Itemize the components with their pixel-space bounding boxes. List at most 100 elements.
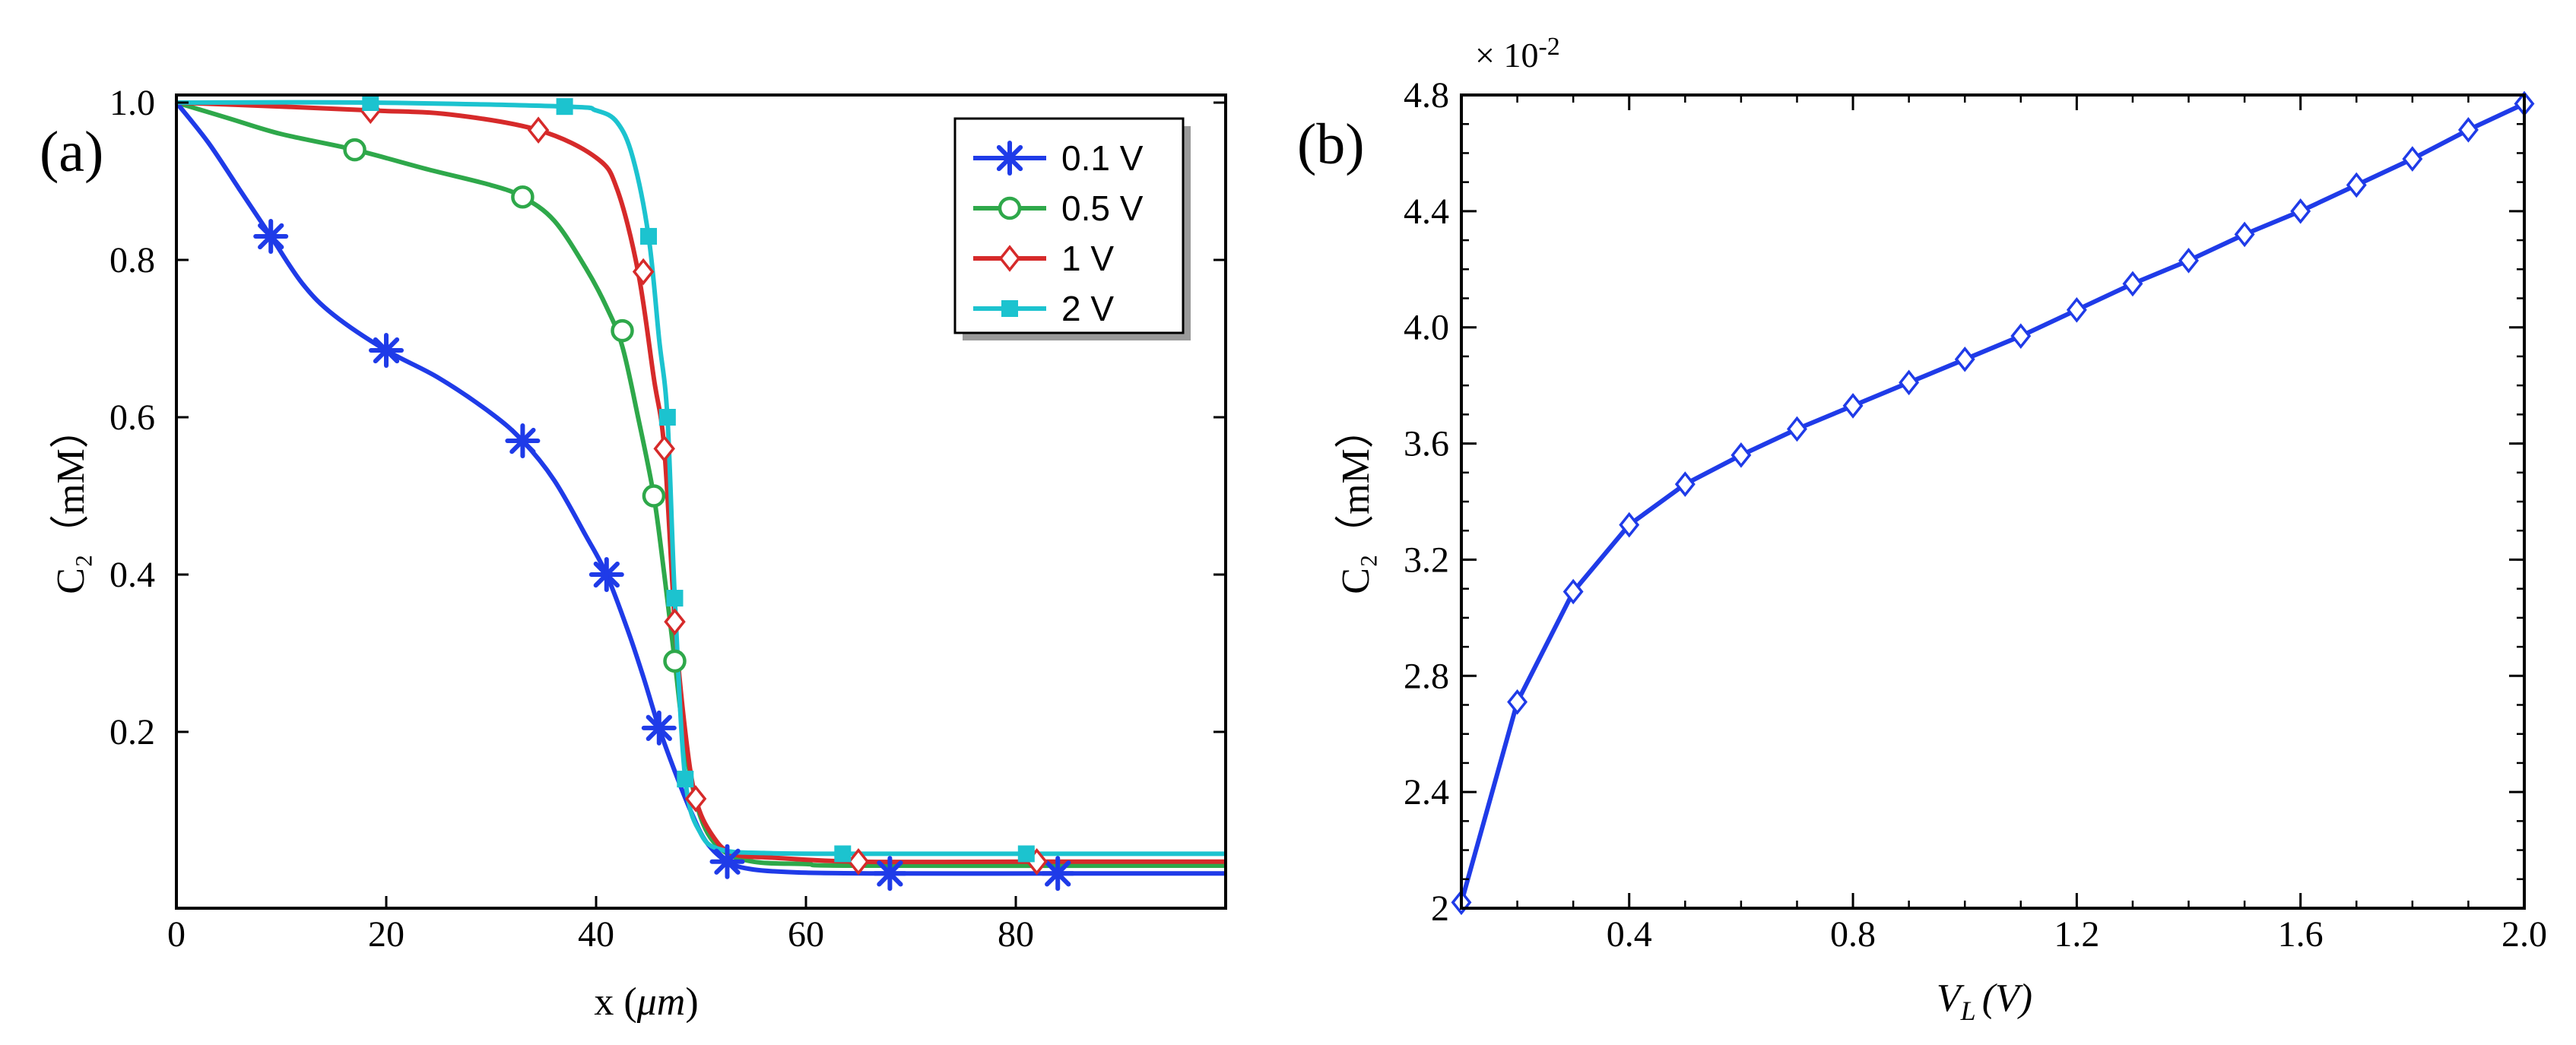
y-tick-label: 4.4	[1404, 192, 1449, 232]
data-point	[1507, 689, 1528, 715]
panel-b-x-axis-label: VL (V)	[1937, 977, 2032, 1026]
data-point	[1562, 578, 1584, 605]
data-point	[2457, 117, 2479, 143]
data-point	[847, 847, 870, 876]
legend-marker	[992, 141, 1027, 176]
series-line-0_1V	[174, 101, 1226, 876]
data-point	[1619, 511, 1640, 538]
data-point	[663, 649, 687, 673]
x-tick-label: 1.2	[2054, 914, 2099, 955]
data-point	[611, 318, 634, 343]
data-point	[369, 333, 404, 369]
panel-b-y-axis-label: C₂（mM）	[1334, 409, 1378, 594]
data-point	[2346, 172, 2367, 198]
y-tick-label: 3.2	[1404, 540, 1449, 580]
x-label-var: V	[1937, 977, 1965, 1020]
y-tick-label: 0.8	[109, 240, 155, 280]
x-label-unit: (V)	[1982, 977, 2032, 1020]
x-tick-label: 1.6	[2278, 914, 2324, 955]
y-tick-label: 0.2	[109, 712, 155, 752]
data-point	[632, 258, 655, 286]
data-point	[834, 845, 852, 863]
data-point	[1842, 393, 1864, 419]
panel-b-y-multiplier: × 10-2	[1475, 33, 1560, 74]
y-multiplier-prefix: × 10	[1475, 36, 1538, 74]
data-point	[664, 608, 686, 635]
panel-a: 0 20 40 60 80 0.2 0.4 0.6 0.8 1.0 (a) 0.1 V 0.5 V 1…	[40, 83, 1227, 1024]
data-point	[1017, 845, 1035, 863]
x-tick-label: 2.0	[2501, 914, 2547, 955]
legend-label: 2 V	[1061, 289, 1114, 328]
x-label-prefix: x (	[594, 980, 636, 1024]
panel-b: 0.4 0.8 1.2 1.6 2.0 2 2.4 2.8 3.2 3.6 4.0 4.4 4.8 (b…	[1297, 33, 2547, 1026]
x-tick-label: 40	[578, 914, 614, 955]
y-tick-label: 0.4	[109, 555, 155, 595]
data-point	[658, 409, 676, 426]
data-point	[556, 98, 573, 116]
panel-a-plot-frame	[175, 93, 1227, 910]
data-point	[2290, 198, 2311, 224]
x-label-unit: μm	[636, 980, 686, 1024]
y-tick-label: 0.6	[109, 397, 155, 438]
data-point	[872, 856, 908, 891]
legend-marker	[998, 245, 1021, 272]
series-line-0_5V	[176, 100, 1226, 869]
legend-label: 0.1 V	[1061, 138, 1144, 178]
panel-a-x-axis-label: x (μm)	[594, 980, 698, 1024]
y-tick-label: 1.0	[109, 83, 155, 123]
data-point	[2402, 146, 2423, 172]
y-tick-label: 2.4	[1404, 772, 1449, 812]
x-tick-label: 0.8	[1830, 914, 1876, 955]
data-point	[1787, 416, 1807, 442]
data-point	[2178, 248, 2199, 274]
panel-a-series-layer	[174, 94, 1226, 891]
data-point	[253, 218, 289, 254]
data-point	[666, 590, 684, 607]
x-tick-label: 60	[788, 914, 824, 955]
panel-b-ticks: 0.4 0.8 1.2 1.6 2.0 2 2.4 2.8 3.2 3.6 4.0 4.4 4.8	[1404, 75, 2547, 955]
legend-marker	[1001, 300, 1018, 317]
x-tick-label: 20	[368, 914, 404, 955]
y-tick-label: 4.0	[1404, 308, 1449, 348]
data-point	[2010, 323, 2032, 349]
panel-a-legend: 0.1 V 0.5 V 1 V 2 V	[953, 117, 1191, 340]
data-point	[709, 844, 745, 879]
data-point	[1899, 369, 1920, 396]
panel-a-y-axis-label: C₂（mM）	[49, 409, 93, 594]
data-point	[641, 710, 677, 746]
data-point	[640, 227, 657, 245]
y-tick-label: 2	[1431, 888, 1449, 929]
data-point	[684, 785, 707, 812]
legend-box	[953, 117, 1185, 334]
y-tick-label: 3.6	[1404, 424, 1449, 464]
x-tick-label: 80	[998, 914, 1034, 955]
data-point	[642, 484, 666, 508]
x-label-suffix: )	[685, 980, 698, 1024]
panel-a-tag: (a)	[40, 120, 103, 184]
y-multiplier-exponent: -2	[1538, 33, 1559, 61]
data-point	[1731, 442, 1752, 468]
data-point	[2066, 296, 2087, 323]
data-point	[1954, 346, 1975, 372]
y-tick-label: 4.8	[1404, 75, 1449, 116]
x-tick-label: 0	[167, 914, 186, 955]
legend-label: 0.5 V	[1061, 188, 1144, 228]
data-point	[1674, 471, 1696, 497]
series-line-c2	[1459, 101, 2526, 904]
series-line-1V	[176, 100, 1226, 865]
data-point	[653, 435, 675, 463]
x-label-sub: L	[1960, 996, 1976, 1026]
legend-label: 1 V	[1061, 239, 1114, 278]
data-point	[343, 138, 366, 162]
legend-marker	[998, 196, 1022, 220]
data-point	[677, 771, 694, 788]
data-point	[2234, 221, 2255, 248]
panel-b-plot-frame	[1460, 93, 2526, 910]
panel-b-tag: (b)	[1297, 112, 1365, 176]
x-tick-label: 0.4	[1607, 914, 1652, 955]
data-point	[1040, 856, 1076, 891]
y-tick-label: 2.8	[1404, 656, 1449, 696]
data-point	[505, 423, 541, 459]
data-point	[511, 185, 535, 209]
